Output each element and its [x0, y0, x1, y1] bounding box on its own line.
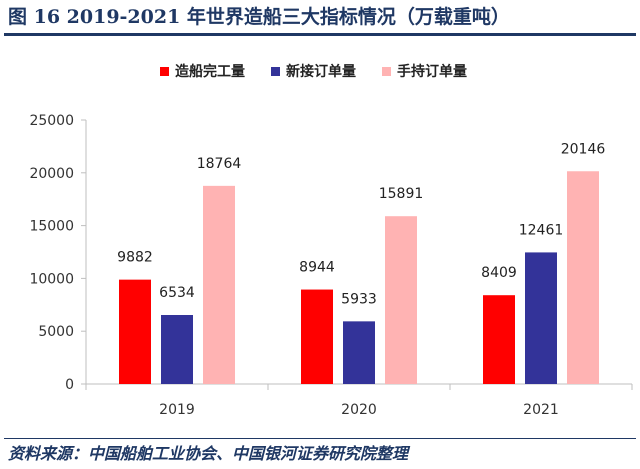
- bar-2019-series-0: [119, 279, 151, 384]
- data-label-2020-series-1: 5933: [341, 291, 377, 307]
- data-label-2019-series-1: 6534: [159, 285, 195, 301]
- data-label-2021-series-1: 12461: [519, 222, 564, 238]
- bar-2021-series-0: [483, 295, 515, 384]
- legend-label-completed: 造船完工量: [175, 64, 245, 80]
- bar-2019-series-1: [161, 315, 193, 384]
- y-tick-label-1: 5000: [38, 324, 74, 340]
- y-tick-label-5: 25000: [29, 113, 74, 129]
- data-label-2019-series-2: 18764: [197, 156, 242, 172]
- source-note: 资料来源：中国船舶工业协会、中国银河证券研究院整理: [8, 444, 409, 463]
- bar-2020-series-0: [301, 289, 333, 384]
- bar-2019-series-2: [203, 185, 235, 384]
- x-tick-label-2: 2021: [523, 402, 559, 418]
- y-tick-label-0: 0: [65, 377, 74, 393]
- legend-swatch-completed: [160, 66, 169, 76]
- bar-2020-series-1: [343, 321, 375, 384]
- data-label-2020-series-2: 15891: [379, 186, 424, 202]
- x-tick-label-0: 2019: [159, 402, 195, 418]
- legend-swatch-orderbook: [382, 66, 391, 76]
- data-label-2019-series-0: 9882: [117, 250, 153, 266]
- legend-item-completed: 造船完工量: [160, 61, 245, 81]
- x-tick-label-1: 2020: [341, 402, 377, 418]
- y-tick-label-2: 10000: [29, 271, 74, 287]
- y-tick-label-3: 15000: [29, 219, 74, 235]
- data-label-2020-series-0: 8944: [299, 260, 335, 276]
- legend-swatch-new-orders: [271, 66, 280, 76]
- title-divider: [4, 33, 636, 36]
- bar-2021-series-2: [567, 171, 599, 384]
- bar-chart: 0 5000 10000 15000 20000 25000 9882 6534 18764 20…: [29, 113, 633, 418]
- legend-item-new-orders: 新接订单量: [271, 61, 356, 81]
- legend-item-orderbook: 手持订单量: [382, 61, 467, 81]
- figure-title: 图 16 2019-2021 年世界造船三大指标情况（万载重吨）: [8, 6, 510, 28]
- chart-legend: 造船完工量 新接订单量 手持订单量: [160, 60, 467, 82]
- y-tick-label-4: 20000: [29, 166, 74, 182]
- source-divider: [4, 438, 636, 439]
- legend-label-new-orders: 新接订单量: [286, 64, 356, 80]
- data-label-2021-series-0: 8409: [481, 265, 517, 281]
- legend-label-orderbook: 手持订单量: [397, 64, 467, 80]
- data-label-2021-series-2: 20146: [561, 141, 606, 157]
- bar-2020-series-2: [385, 216, 417, 384]
- bar-2021-series-1: [525, 252, 557, 384]
